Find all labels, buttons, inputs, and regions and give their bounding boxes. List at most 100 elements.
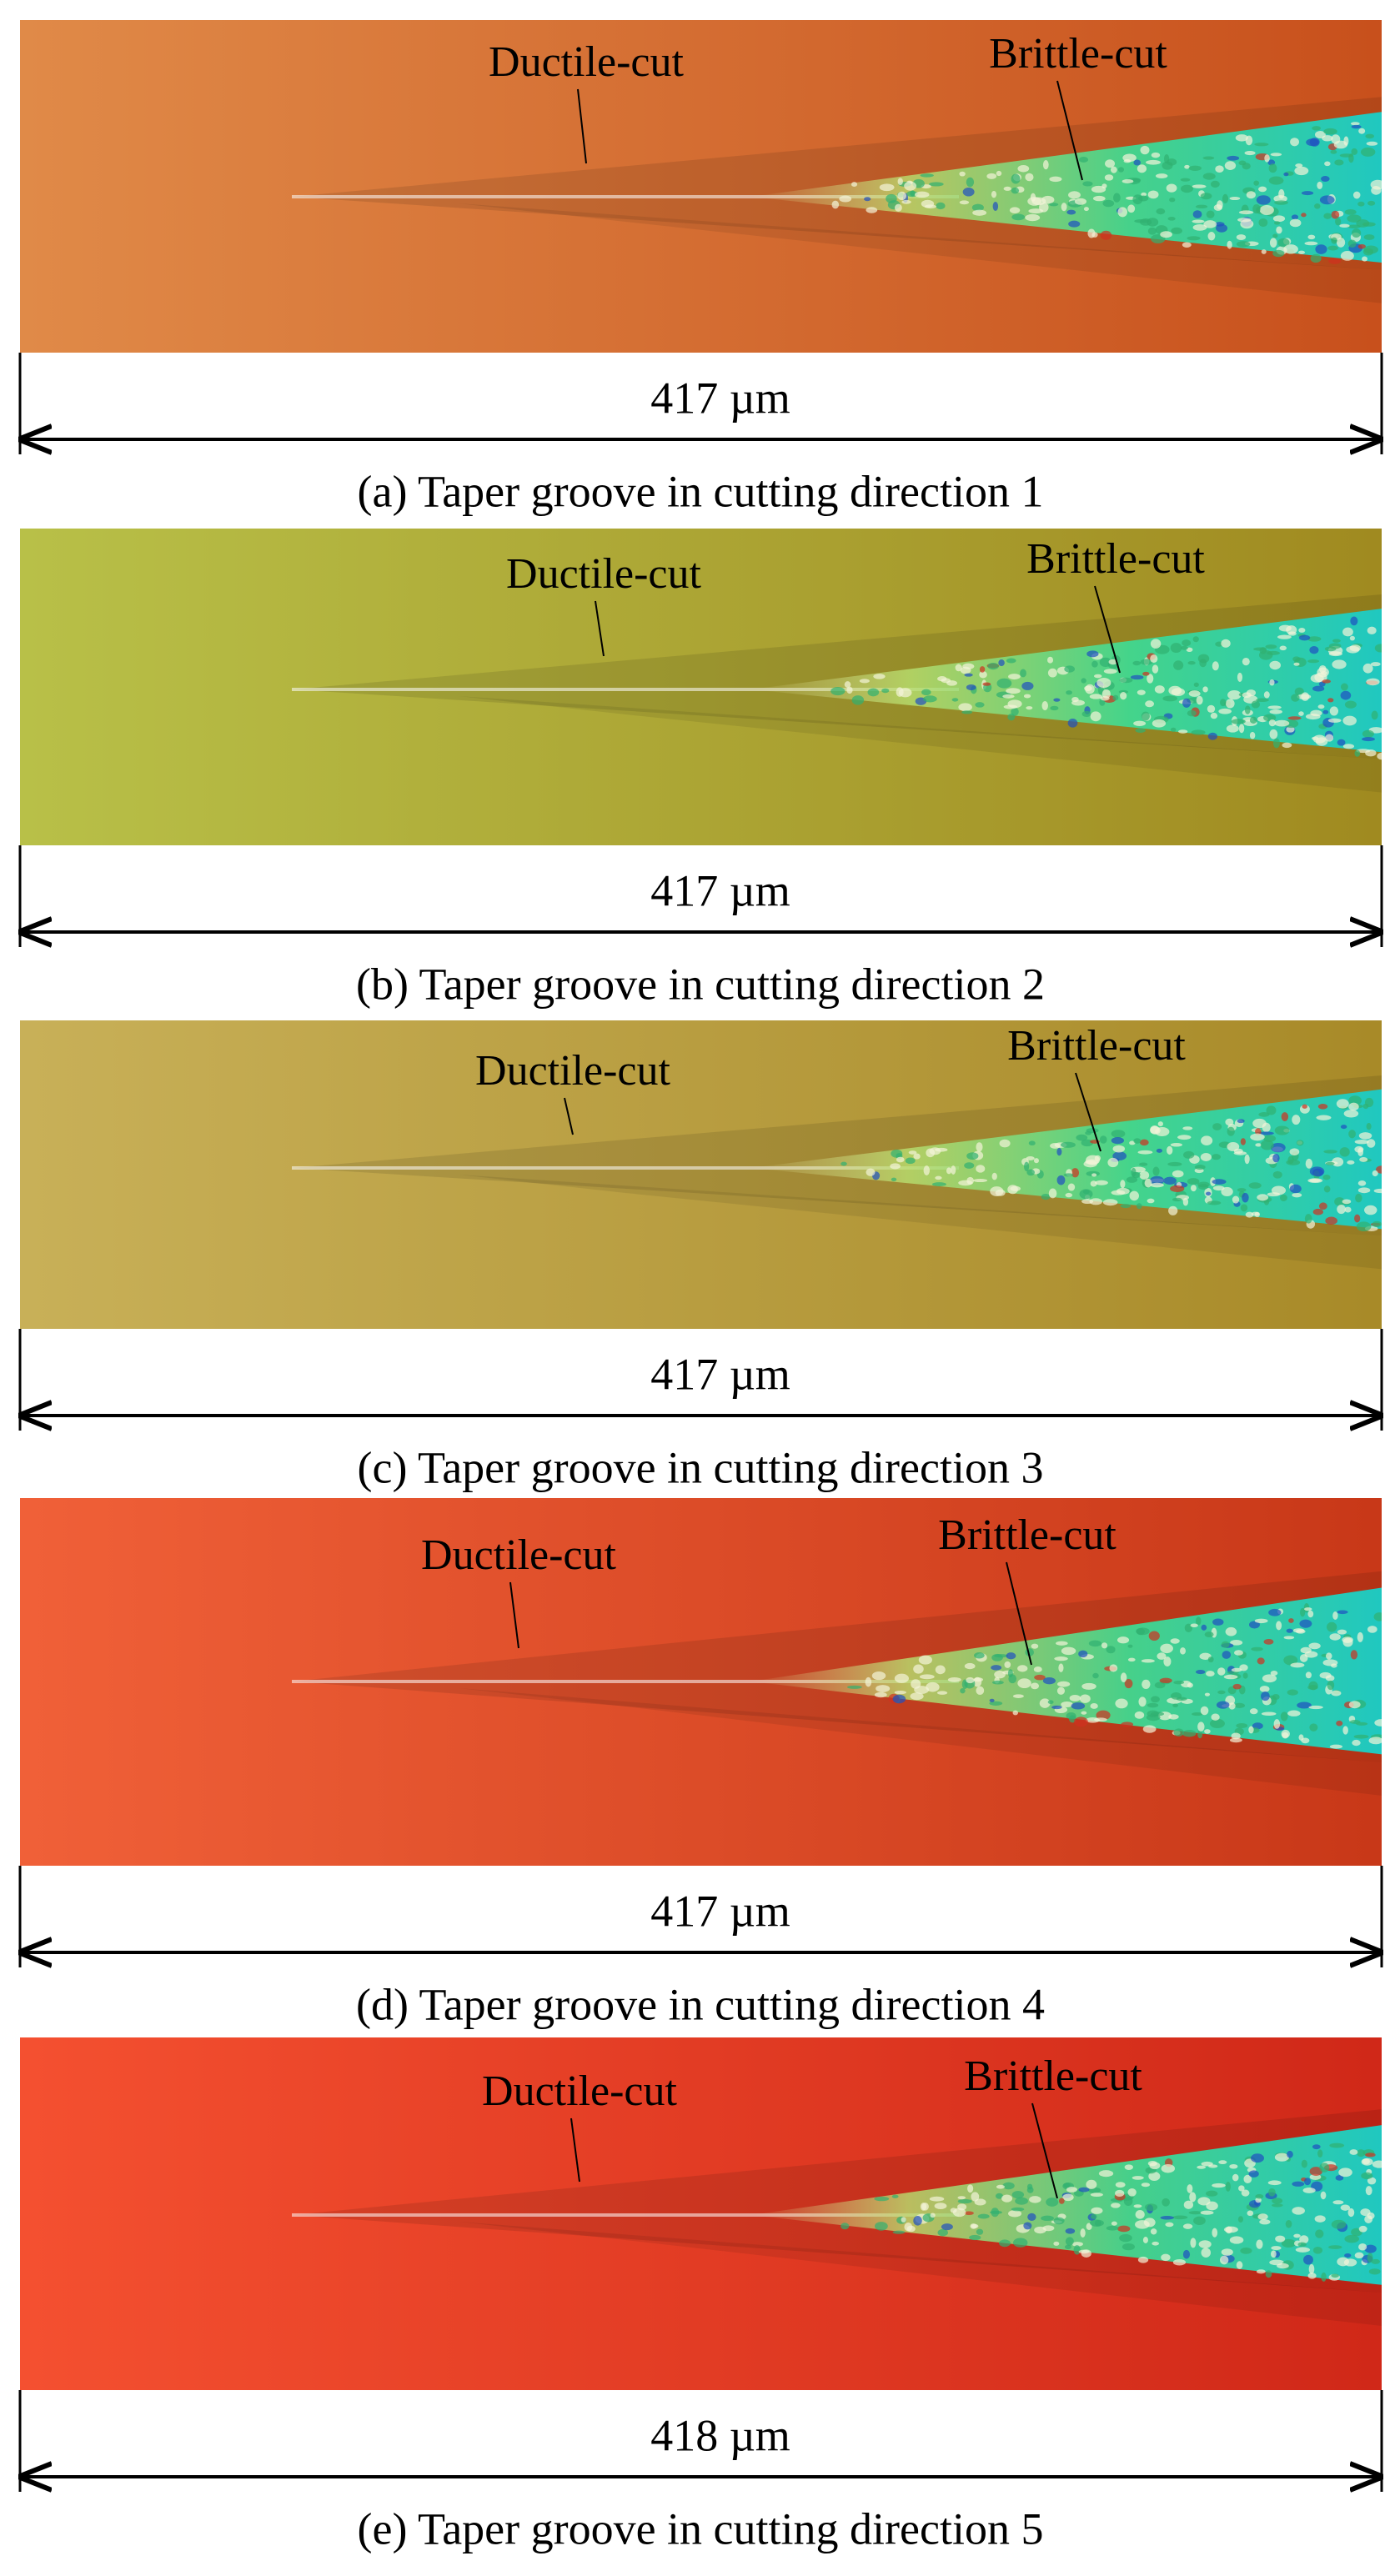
texture xyxy=(1134,1711,1145,1719)
texture xyxy=(957,2196,966,2200)
groove-lower xyxy=(459,696,1382,793)
texture xyxy=(1312,2144,1321,2150)
texture xyxy=(1310,674,1324,683)
texture xyxy=(1152,664,1159,674)
texture xyxy=(1270,1671,1278,1676)
brittle-zone xyxy=(750,1587,1382,1755)
texture xyxy=(1054,1656,1068,1661)
panel: Ductile-cut Brittle-cut 417 µm (d) Taper gr… xyxy=(20,1498,1388,2029)
texture xyxy=(1105,159,1116,168)
texture xyxy=(1101,183,1107,189)
texture xyxy=(1303,2254,1313,2265)
texture xyxy=(1319,1671,1332,1679)
texture xyxy=(1017,1665,1028,1672)
texture xyxy=(1047,656,1054,664)
texture xyxy=(937,2228,948,2237)
texture xyxy=(1111,1130,1126,1138)
texture xyxy=(1109,1664,1118,1672)
texture xyxy=(1147,2160,1157,2167)
texture xyxy=(1192,1712,1203,1716)
texture xyxy=(841,1161,847,1166)
texture xyxy=(1218,2160,1227,2165)
texture xyxy=(1078,2187,1090,2193)
texture xyxy=(1197,1730,1203,1739)
texture xyxy=(1362,729,1374,738)
texture xyxy=(1064,665,1076,673)
caption: (b) Taper groove in cutting direction 2 xyxy=(356,959,1045,1009)
texture xyxy=(1305,1158,1313,1169)
texture xyxy=(962,663,975,669)
texture xyxy=(1004,1661,1011,1668)
micrograph xyxy=(20,20,1382,353)
texture xyxy=(1273,1719,1281,1729)
texture xyxy=(1337,739,1346,746)
texture xyxy=(1182,2223,1193,2229)
texture xyxy=(1271,2246,1282,2251)
texture xyxy=(1133,1138,1142,1144)
texture xyxy=(1168,1714,1179,1720)
texture xyxy=(1181,184,1193,193)
texture xyxy=(1245,135,1253,146)
texture xyxy=(1272,1170,1282,1179)
texture xyxy=(1291,214,1299,220)
texture xyxy=(1099,657,1112,668)
texture xyxy=(1152,2241,1160,2246)
texture xyxy=(1356,219,1370,228)
texture xyxy=(1300,1646,1312,1654)
texture xyxy=(1372,1220,1382,1228)
texture xyxy=(1293,662,1300,666)
texture xyxy=(1196,695,1203,705)
texture xyxy=(1199,1652,1212,1660)
texture xyxy=(1058,1663,1064,1672)
texture xyxy=(1132,660,1142,666)
texture xyxy=(1281,2238,1297,2248)
leader-line xyxy=(577,88,587,164)
texture xyxy=(1358,2243,1367,2251)
texture xyxy=(1368,1737,1382,1745)
texture xyxy=(1236,241,1251,248)
texture xyxy=(894,1690,906,1695)
texture xyxy=(1240,1204,1248,1212)
texture xyxy=(1227,240,1232,249)
texture xyxy=(1347,214,1362,223)
texture xyxy=(1218,708,1232,714)
texture xyxy=(1204,1692,1211,1696)
texture xyxy=(1327,245,1338,251)
texture xyxy=(1143,2218,1156,2228)
texture xyxy=(1288,1618,1294,1623)
texture xyxy=(867,688,880,697)
texture xyxy=(1066,2187,1077,2193)
texture xyxy=(1252,203,1261,214)
texture xyxy=(847,1685,862,1689)
texture xyxy=(1362,737,1375,742)
texture xyxy=(1232,2173,1239,2182)
texture xyxy=(1127,1644,1133,1648)
texture xyxy=(1366,678,1380,686)
ductile-label: Ductile-cut xyxy=(421,1531,616,1579)
texture xyxy=(1079,1189,1093,1200)
texture xyxy=(1279,1194,1287,1201)
texture xyxy=(1354,1145,1364,1153)
texture xyxy=(1292,2207,1305,2215)
texture xyxy=(1212,1179,1227,1185)
texture xyxy=(1071,2242,1083,2247)
texture xyxy=(1110,166,1117,173)
texture xyxy=(1048,1188,1057,1199)
texture xyxy=(1311,736,1319,740)
texture xyxy=(929,182,944,187)
texture xyxy=(1267,705,1282,709)
texture xyxy=(1340,683,1348,691)
texture xyxy=(831,200,840,209)
texture xyxy=(1007,1669,1013,1678)
texture xyxy=(1192,210,1202,218)
texture xyxy=(1257,1194,1269,1201)
texture xyxy=(1325,1216,1337,1225)
texture xyxy=(1031,1682,1040,1690)
texture xyxy=(1301,213,1307,218)
texture xyxy=(1377,752,1382,760)
texture xyxy=(1056,1147,1062,1156)
texture xyxy=(1336,237,1346,248)
texture xyxy=(1041,700,1048,711)
texture xyxy=(910,1692,924,1701)
texture xyxy=(1264,154,1270,163)
